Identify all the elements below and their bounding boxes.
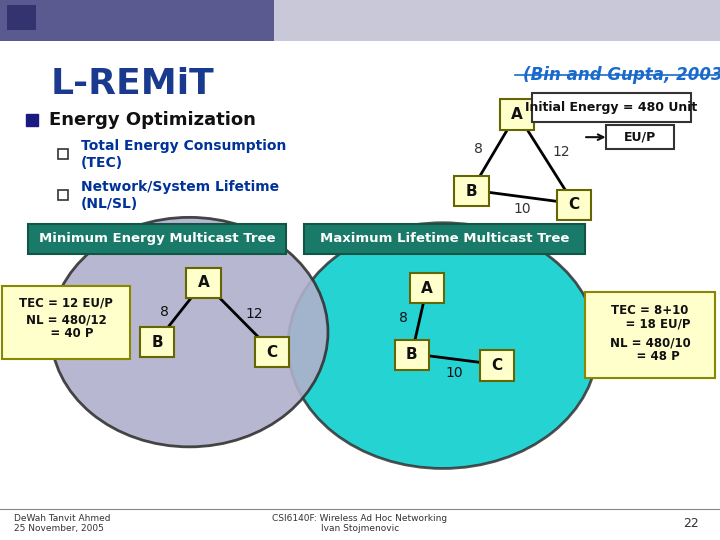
Text: 8: 8: [399, 311, 408, 325]
Text: NL = 480/10: NL = 480/10: [610, 336, 690, 349]
Ellipse shape: [51, 217, 328, 447]
FancyBboxPatch shape: [480, 350, 514, 381]
FancyBboxPatch shape: [557, 190, 591, 220]
FancyBboxPatch shape: [304, 224, 585, 254]
FancyBboxPatch shape: [28, 224, 286, 254]
FancyBboxPatch shape: [410, 273, 444, 303]
Text: 10: 10: [514, 202, 531, 215]
Text: EU/P: EU/P: [624, 131, 656, 144]
Text: C: C: [491, 358, 503, 373]
Text: A: A: [198, 275, 210, 291]
Text: A: A: [511, 107, 523, 122]
FancyBboxPatch shape: [186, 268, 221, 298]
Text: C: C: [568, 197, 580, 212]
Text: Minimum Energy Multicast Tree: Minimum Energy Multicast Tree: [39, 232, 275, 245]
FancyBboxPatch shape: [532, 93, 691, 122]
Text: NL = 480/12: NL = 480/12: [26, 313, 107, 326]
Text: TEC = 12 EU/P: TEC = 12 EU/P: [19, 297, 113, 310]
Text: 8: 8: [474, 142, 483, 156]
Text: Initial Energy = 480 Unit: Initial Energy = 480 Unit: [525, 101, 698, 114]
Text: DeWah Tanvit Ahmed: DeWah Tanvit Ahmed: [14, 514, 111, 523]
FancyBboxPatch shape: [0, 0, 274, 40]
Text: = 18 EU/P: = 18 EU/P: [609, 318, 691, 330]
Text: Total Energy Consumption
(TEC): Total Energy Consumption (TEC): [81, 139, 286, 170]
Text: 25 November, 2005: 25 November, 2005: [14, 524, 104, 532]
FancyBboxPatch shape: [7, 5, 36, 30]
Text: TEC = 8+10: TEC = 8+10: [611, 304, 689, 317]
Text: 22: 22: [683, 517, 698, 530]
Text: Ivan Stojmenovic: Ivan Stojmenovic: [321, 524, 399, 532]
FancyBboxPatch shape: [500, 99, 534, 130]
Text: Maximum Lifetime Multicast Tree: Maximum Lifetime Multicast Tree: [320, 232, 569, 245]
FancyBboxPatch shape: [140, 327, 174, 357]
Text: Network/System Lifetime
(NL/SL): Network/System Lifetime (NL/SL): [81, 180, 279, 211]
Text: = 48 P: = 48 P: [621, 350, 680, 363]
Text: C: C: [266, 345, 278, 360]
Text: B: B: [406, 347, 418, 362]
FancyBboxPatch shape: [585, 292, 715, 378]
Ellipse shape: [288, 222, 598, 468]
Text: = 40 P: = 40 P: [38, 327, 94, 340]
FancyBboxPatch shape: [2, 286, 130, 359]
Text: Energy Optimization: Energy Optimization: [49, 111, 256, 129]
Text: (Bin and Gupta, 2003): (Bin and Gupta, 2003): [523, 66, 720, 84]
FancyBboxPatch shape: [255, 337, 289, 367]
Text: 12: 12: [245, 307, 263, 321]
FancyBboxPatch shape: [606, 125, 674, 149]
Text: B: B: [151, 335, 163, 350]
Text: 8: 8: [160, 305, 169, 319]
Text: 12: 12: [552, 145, 570, 159]
FancyBboxPatch shape: [454, 176, 489, 206]
Text: CSI6140F: Wireless Ad Hoc Networking: CSI6140F: Wireless Ad Hoc Networking: [272, 514, 448, 523]
Text: L-REMiT: L-REMiT: [50, 68, 214, 102]
FancyBboxPatch shape: [395, 340, 429, 370]
Text: 10: 10: [446, 366, 463, 380]
Text: A: A: [421, 281, 433, 296]
Text: B: B: [466, 184, 477, 199]
FancyBboxPatch shape: [274, 0, 720, 40]
